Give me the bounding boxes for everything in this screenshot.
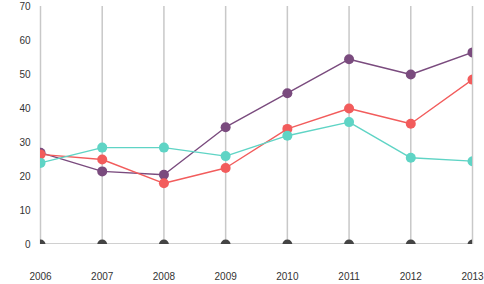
svg-text:0: 0 [25,239,31,250]
svg-text:20: 20 [19,171,31,182]
svg-text:2006: 2006 [29,271,52,282]
svg-text:2010: 2010 [276,271,299,282]
svg-text:40: 40 [19,103,31,114]
svg-text:30: 30 [19,137,31,148]
svg-text:10: 10 [19,205,31,216]
svg-text:70: 70 [19,1,31,12]
svg-text:50: 50 [19,69,31,80]
svg-text:2009: 2009 [215,271,238,282]
svg-text:60: 60 [19,35,31,46]
svg-text:2008: 2008 [153,271,176,282]
svg-text:2013: 2013 [461,271,484,282]
svg-text:2012: 2012 [400,271,423,282]
svg-text:2011: 2011 [338,271,360,282]
svg-text:2007: 2007 [91,271,114,282]
